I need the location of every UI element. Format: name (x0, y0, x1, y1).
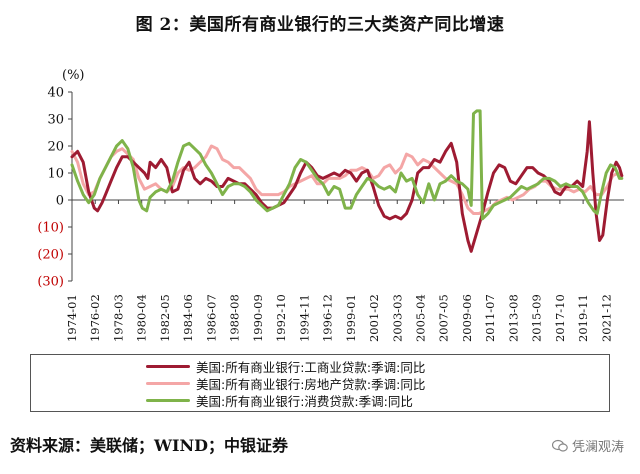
x-tick-label: 1996-12 (321, 294, 335, 342)
x-tick-label: 2015-09 (530, 294, 544, 342)
x-tick-label: 2017-10 (553, 294, 567, 342)
series-line-real-estate-loans (70, 144, 624, 215)
y-unit-label: (%) (62, 68, 85, 83)
x-tick-label: 1976-02 (88, 294, 102, 342)
series-line-ci-loans (70, 120, 624, 253)
legend-swatch-ci-loans (146, 365, 190, 368)
x-tick-label: 2009-06 (460, 294, 474, 342)
legend-swatch-real-estate-loans (146, 382, 190, 385)
x-tick-label: 1999-01 (344, 294, 358, 342)
x-tick-label: 2011-07 (483, 294, 497, 342)
legend: 美国:所有商业银行:工商业贷款:季调:同比 美国:所有商业银行:房地产贷款:季调… (30, 354, 610, 412)
y-tick-label: (30) (37, 275, 64, 290)
x-tick-label: 2003-03 (390, 294, 404, 342)
x-tick-label: 1990-09 (251, 294, 265, 342)
x-tick-label: 1980-04 (135, 294, 149, 342)
x-tick-label: 1978-03 (111, 294, 125, 342)
x-tick-label: 1974-01 (65, 294, 79, 342)
x-tick-label: 2021-12 (599, 294, 613, 342)
x-tick-label: 1992-10 (274, 294, 288, 342)
x-tick-label: 2013-08 (506, 294, 520, 342)
y-tick-label: 40 (47, 86, 64, 101)
legend-label-real-estate-loans: 美国:所有商业银行:房地产贷款:季调:同比 (196, 377, 426, 392)
legend-label-consumer-loans: 美国:所有商业银行:消费贷款:季调:同比 (196, 394, 413, 409)
y-tick-label: (20) (37, 248, 64, 263)
y-tick-label: 30 (47, 113, 64, 128)
wechat-icon (551, 439, 568, 452)
x-tick-label: 2019-11 (576, 294, 590, 342)
series-line-consumer-loans (70, 109, 624, 221)
y-tick-label: 0 (56, 194, 64, 209)
legend-item-consumer-loans: 美国:所有商业银行:消费贷款:季调:同比 (146, 392, 609, 409)
x-tick-label: 2007-05 (437, 294, 451, 342)
x-tick-label: 1988-08 (228, 294, 242, 342)
x-tick-label: 2001-02 (367, 294, 381, 342)
chart-title: 图 2：美国所有商业银行的三大类资产同比增速 (135, 15, 505, 35)
watermark: 凭澜观涛 (551, 436, 624, 455)
x-tick-label: 1984-06 (181, 294, 195, 342)
x-tick-label: 2005-04 (413, 294, 427, 342)
source-note: 资料来源：美联储；WIND；中银证券 (10, 436, 288, 455)
legend-swatch-consumer-loans (146, 399, 190, 402)
legend-label-ci-loans: 美国:所有商业银行:工商业贷款:季调:同比 (196, 360, 426, 375)
y-tick-label: 10 (47, 167, 64, 182)
watermark-text: 凭澜观涛 (571, 440, 624, 455)
y-tick-label: 20 (47, 140, 64, 155)
legend-item-real-estate-loans: 美国:所有商业银行:房地产贷款:季调:同比 (146, 375, 609, 392)
y-tick-label: (10) (37, 221, 64, 236)
x-tick-label: 1982-05 (158, 294, 172, 342)
x-tick-label: 1986-07 (204, 294, 218, 342)
legend-item-ci-loans: 美国:所有商业银行:工商业贷款:季调:同比 (146, 358, 609, 375)
x-tick-label: 1994-11 (297, 294, 311, 342)
